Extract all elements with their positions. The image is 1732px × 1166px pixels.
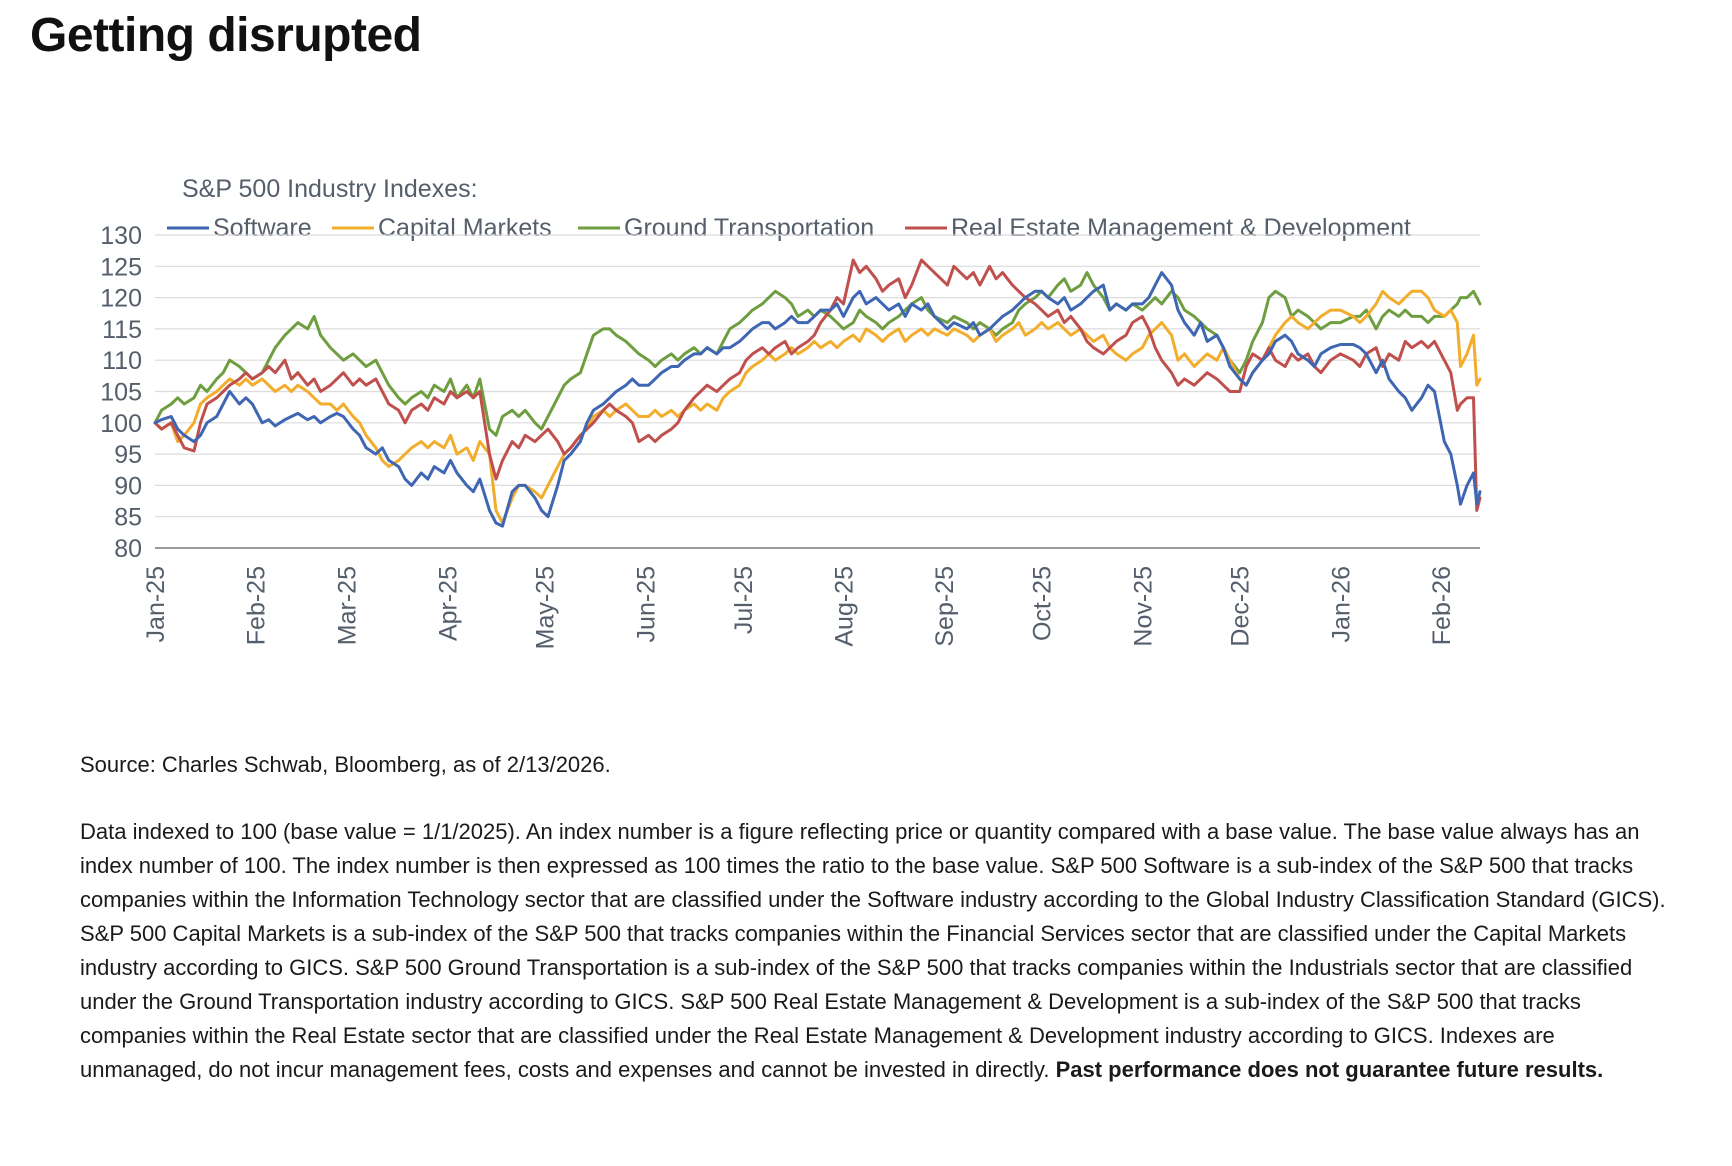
- y-tick-label: 105: [100, 379, 142, 407]
- x-tick-label: Jan-26: [1327, 566, 1355, 642]
- line-chart: S&P 500 Industry Indexes: Software Capita…: [60, 155, 1680, 735]
- series-line-real-estate-management-development: [153, 258, 1482, 512]
- series-line-software: [153, 271, 1482, 528]
- legend-item-ground-transportation: Ground Transportation: [578, 214, 874, 242]
- y-tick-label: 115: [102, 316, 142, 344]
- disclaimer: Past performance does not guarantee futu…: [1055, 1057, 1604, 1082]
- y-tick-label: 130: [100, 222, 142, 250]
- x-tick-label: Jan-25: [142, 566, 170, 642]
- x-tick-label: Dec-25: [1227, 566, 1255, 647]
- page-title: Getting disrupted: [30, 9, 422, 62]
- y-tick-label: 120: [100, 285, 142, 313]
- legend-item-real-estate-management-development: Real Estate Management & Development: [905, 214, 1411, 242]
- x-tick-label: Oct-25: [1029, 566, 1057, 641]
- methodology-note: Data indexed to 100 (base value = 1/1/20…: [80, 815, 1680, 1087]
- x-tick-label: Feb-26: [1428, 566, 1456, 645]
- x-tick-label: Apr-25: [434, 566, 462, 641]
- y-tick-label: 80: [114, 535, 142, 563]
- x-tick-label: Sep-25: [931, 566, 959, 647]
- y-tick-label: 85: [114, 504, 142, 532]
- y-tick-label: 95: [114, 441, 142, 469]
- legend-item-capital-markets: Capital Markets: [332, 214, 552, 242]
- methodology-text: Data indexed to 100 (base value = 1/1/20…: [80, 819, 1666, 1082]
- source-note: Source: Charles Schwab, Bloomberg, as of…: [80, 752, 611, 777]
- legend-item-software: Software: [167, 214, 312, 242]
- chart-title: S&P 500 Industry Indexes:: [182, 175, 478, 203]
- legend-label: Real Estate Management & Development: [951, 214, 1411, 242]
- y-tick-label: 125: [100, 253, 142, 281]
- x-tick-label: Jun-25: [632, 566, 660, 642]
- legend-label: Capital Markets: [378, 214, 552, 242]
- chart-svg: S&P 500 Industry Indexes: Software Capita…: [100, 175, 1482, 649]
- legend-label: Software: [213, 214, 312, 242]
- x-tick-label: Jul-25: [730, 566, 758, 634]
- y-axis: 80 85 90 95 100 105 110 115 120 125 130: [100, 222, 142, 563]
- x-tick-label: Mar-25: [334, 566, 362, 645]
- legend: Software Capital Markets Ground Transporta…: [167, 214, 1411, 242]
- x-tick-label: Aug-25: [830, 566, 858, 647]
- x-tick-label: Feb-25: [243, 566, 271, 645]
- x-tick-label: May-25: [532, 566, 560, 649]
- x-tick-label: Nov-25: [1129, 566, 1157, 647]
- legend-label: Ground Transportation: [624, 214, 874, 242]
- x-axis: Jan-25 Feb-25 Mar-25 Apr-25 May-25 Jun-25 Jul-…: [142, 566, 1456, 649]
- y-tick-label: 110: [102, 347, 142, 375]
- y-tick-label: 90: [114, 472, 142, 500]
- gridlines: [155, 234, 1480, 549]
- y-tick-label: 100: [100, 410, 142, 438]
- series-lines: [153, 258, 1482, 528]
